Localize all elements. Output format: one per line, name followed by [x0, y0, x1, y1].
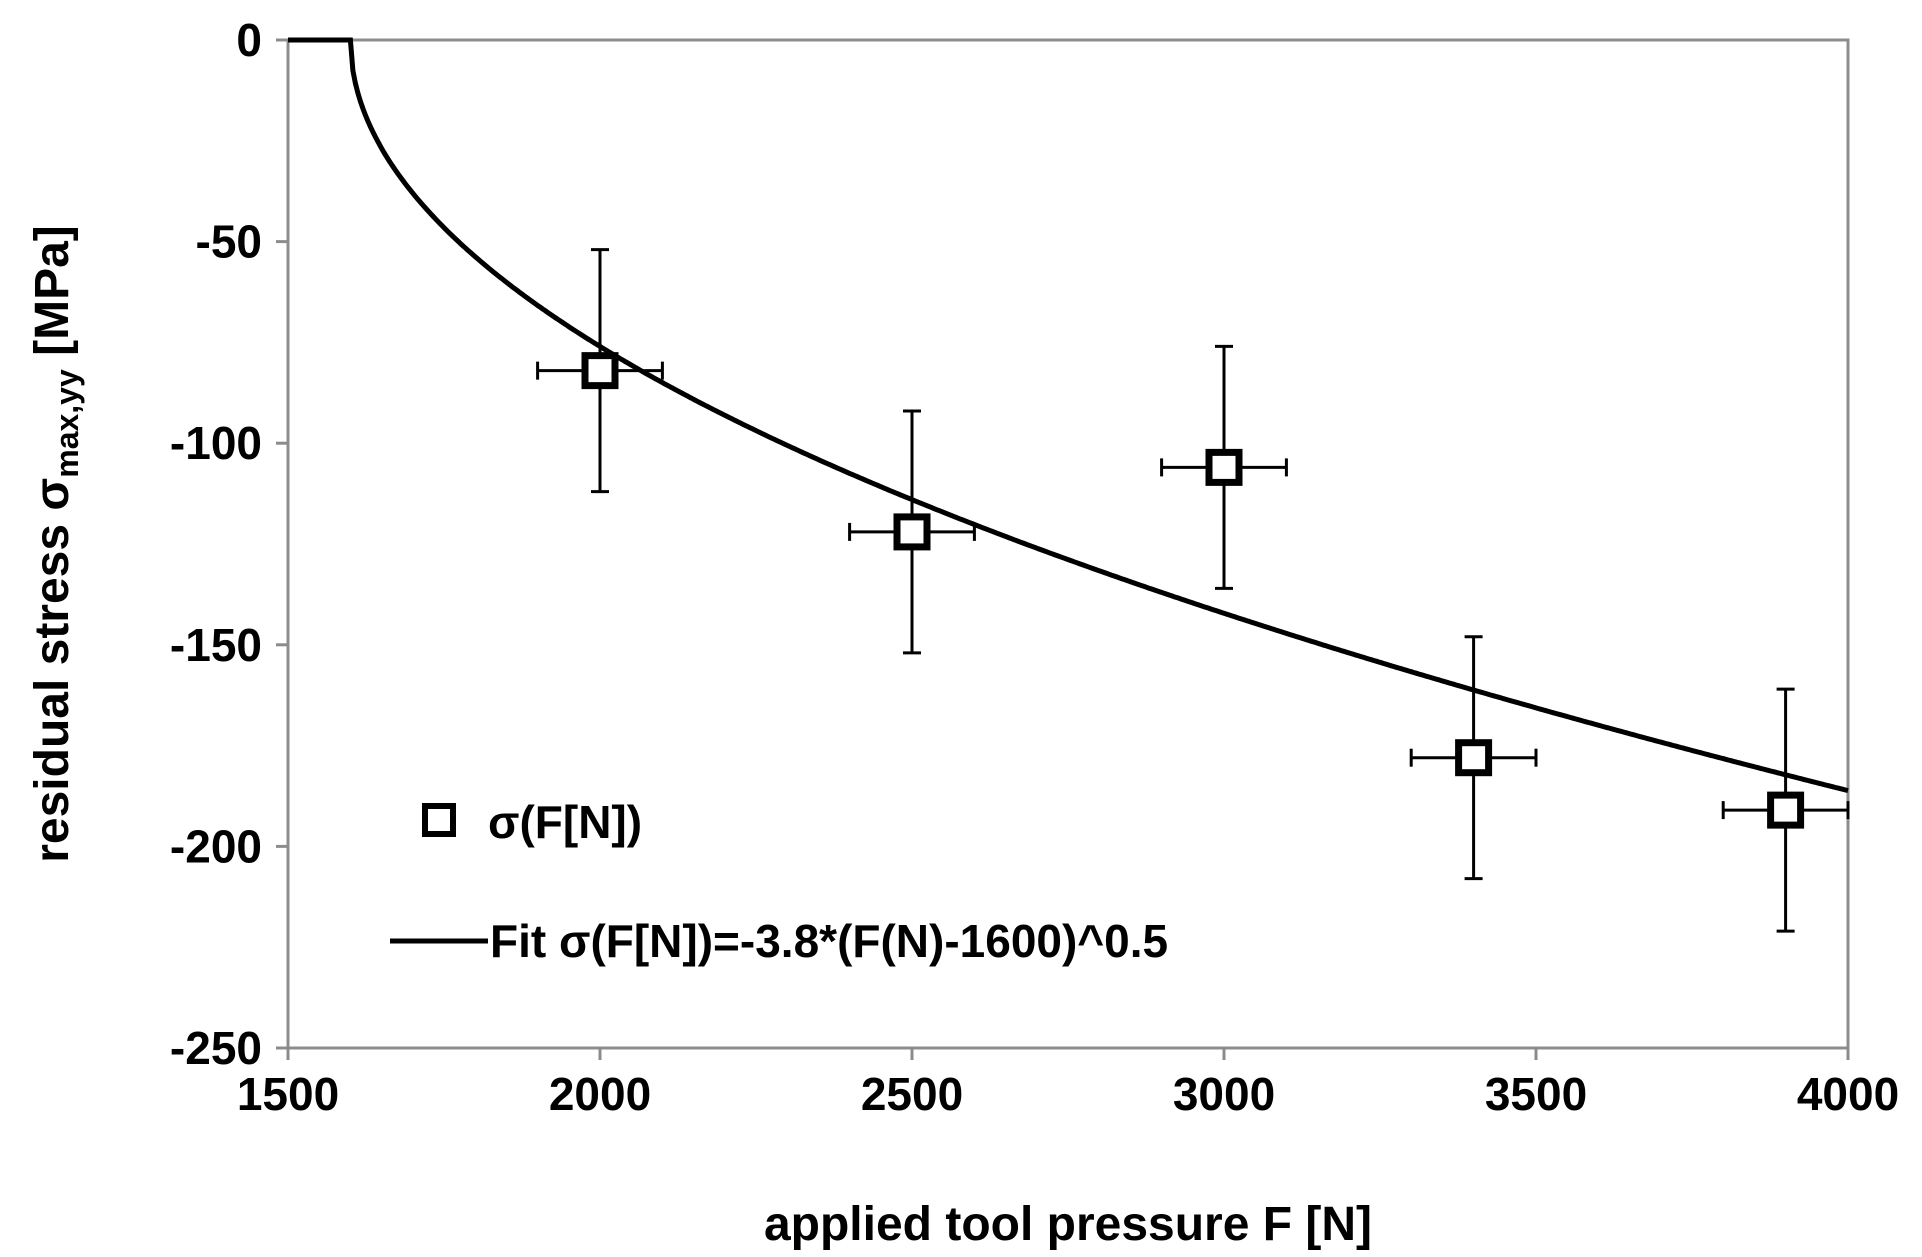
x-tick-labels: 1500 2000 2500 3000 3500 4000: [237, 1068, 1899, 1120]
data-point: [536, 248, 664, 494]
legend-label-data: σ(F[N]): [488, 796, 642, 848]
x-tick-label: 3000: [1173, 1068, 1275, 1120]
square-marker: [1205, 448, 1243, 486]
x-axis-title: applied tool pressure F [N]: [764, 1198, 1372, 1251]
x-tick-label: 3500: [1485, 1068, 1587, 1120]
y-tick-label: 0: [236, 14, 262, 66]
y-tick-label: -50: [196, 216, 262, 268]
legend-label-fit: Fit σ(F[N])=-3.8*(F(N)-1600)^0.5: [490, 915, 1168, 967]
y-tick-label: -250: [170, 1022, 262, 1074]
data-point: [848, 409, 976, 655]
legend: σ(F[N]) Fit σ(F[N])=-3.8*(F(N)-1600)^0.5: [390, 796, 1168, 967]
square-marker: [1455, 739, 1493, 777]
y-axis-title: residual stress σmax,yy [MPa]: [26, 225, 85, 863]
square-marker: [893, 513, 931, 551]
x-tick-label: 4000: [1797, 1068, 1899, 1120]
y-axis-title-subscript: max,yy: [49, 369, 85, 478]
y-tick-label: -200: [170, 820, 262, 872]
plot-area-frame: [286, 38, 1850, 1050]
x-tick-label: 2500: [861, 1068, 963, 1120]
y-axis-title-main: residual stress σ: [26, 478, 79, 863]
square-marker: [581, 352, 619, 390]
square-marker: [1767, 791, 1805, 829]
legend-marker-square: [422, 803, 456, 837]
y-axis-title-unit: [MPa]: [26, 225, 79, 369]
y-tick-label: -150: [170, 619, 262, 671]
data-points: [536, 248, 1850, 933]
tick-marks: [276, 38, 1850, 1060]
y-tick-labels: 0 -50 -100 -150 -200 -250: [170, 14, 262, 1074]
data-point: [1160, 344, 1288, 590]
x-tick-label: 1500: [237, 1068, 339, 1120]
x-tick-label: 2000: [549, 1068, 651, 1120]
data-point: [1721, 687, 1850, 933]
fit-line: [288, 37, 1849, 794]
y-tick-label: -100: [170, 417, 262, 469]
data-point: [1409, 635, 1538, 881]
